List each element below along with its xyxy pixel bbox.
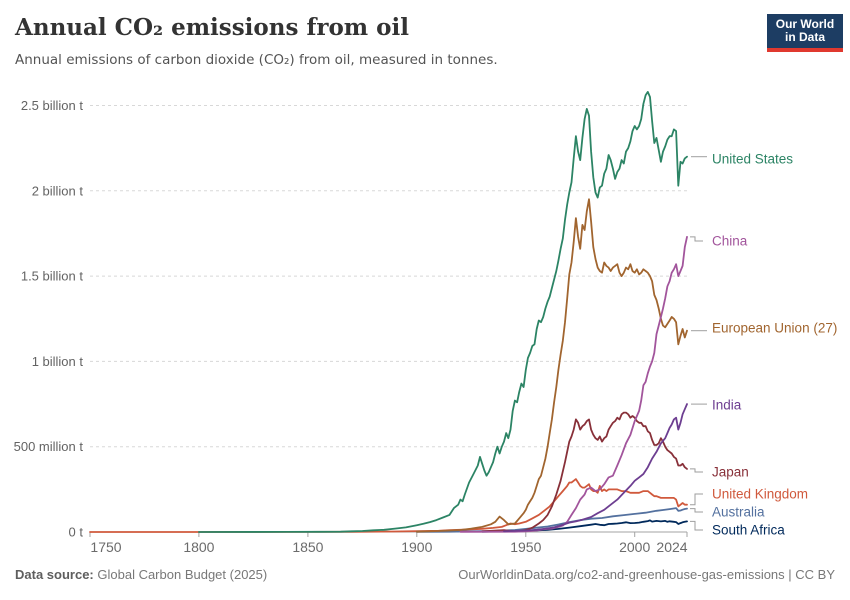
data-source-label: Data source: (15, 567, 94, 582)
entity-label-south-africa[interactable]: South Africa (712, 523, 785, 538)
entity-label-india[interactable]: India (712, 398, 742, 413)
x-axis-tick-label: 2024 (656, 539, 687, 555)
series-line-china[interactable] (459, 235, 688, 533)
entity-label-united-states[interactable]: United States (712, 152, 793, 167)
y-axis-tick-label: 2.5 billion t (21, 98, 84, 113)
x-axis-tick-label: 2000 (619, 539, 650, 555)
chart-subtitle: Annual emissions of carbon dioxide (CO₂)… (15, 52, 498, 68)
data-source-text: Global Carbon Budget (2025) (97, 567, 268, 582)
series-line-india[interactable] (503, 403, 688, 533)
entity-label-united-kingdom[interactable]: United Kingdom (712, 487, 808, 502)
series-line-japan[interactable] (481, 411, 688, 533)
x-axis-tick-label: 1900 (401, 539, 432, 555)
owid-logo[interactable]: Our World in Data (767, 14, 843, 52)
entity-label-european-union-27[interactable]: European Union (27) (712, 321, 837, 336)
series-line-european-union-27[interactable] (415, 198, 688, 533)
entity-label-australia[interactable]: Australia (712, 505, 765, 520)
label-connector-australia (690, 508, 703, 513)
x-axis-tick-label: 1800 (183, 539, 214, 555)
series-line-united-states[interactable] (197, 91, 688, 533)
page-title: Annual CO₂ emissions from oil (15, 14, 409, 41)
series-line-australia[interactable] (415, 507, 688, 533)
series-line-south-africa[interactable] (481, 519, 688, 533)
y-axis-tick-label: 500 million t (14, 439, 84, 454)
y-axis-tick-label: 0 t (69, 525, 84, 540)
entity-label-japan[interactable]: Japan (712, 465, 749, 480)
label-connector-united-kingdom (690, 493, 703, 506)
footer-license-link[interactable]: OurWorldinData.org/co2-and-greenhouse-ga… (458, 567, 835, 582)
series-line-united-kingdom[interactable] (89, 478, 688, 533)
y-axis-tick-label: 2 billion t (32, 183, 84, 198)
data-source: Data source: Global Carbon Budget (2025) (15, 567, 267, 582)
label-connector-china (690, 236, 703, 242)
chart-footer: Data source: Global Carbon Budget (2025)… (0, 567, 850, 582)
x-axis-tick-label: 1950 (510, 539, 541, 555)
entity-label-china[interactable]: China (712, 234, 748, 249)
x-axis-tick-label: 1850 (292, 539, 323, 555)
label-connector-japan (690, 468, 703, 473)
label-connector-south-africa (690, 520, 703, 531)
x-axis-tick-label: 1750 (90, 539, 121, 555)
owid-logo-line2: in Data (784, 30, 825, 44)
owid-logo-line1: Our World (775, 17, 835, 31)
y-axis-tick-label: 1.5 billion t (21, 269, 84, 284)
y-axis-tick-label: 1 billion t (32, 354, 84, 369)
